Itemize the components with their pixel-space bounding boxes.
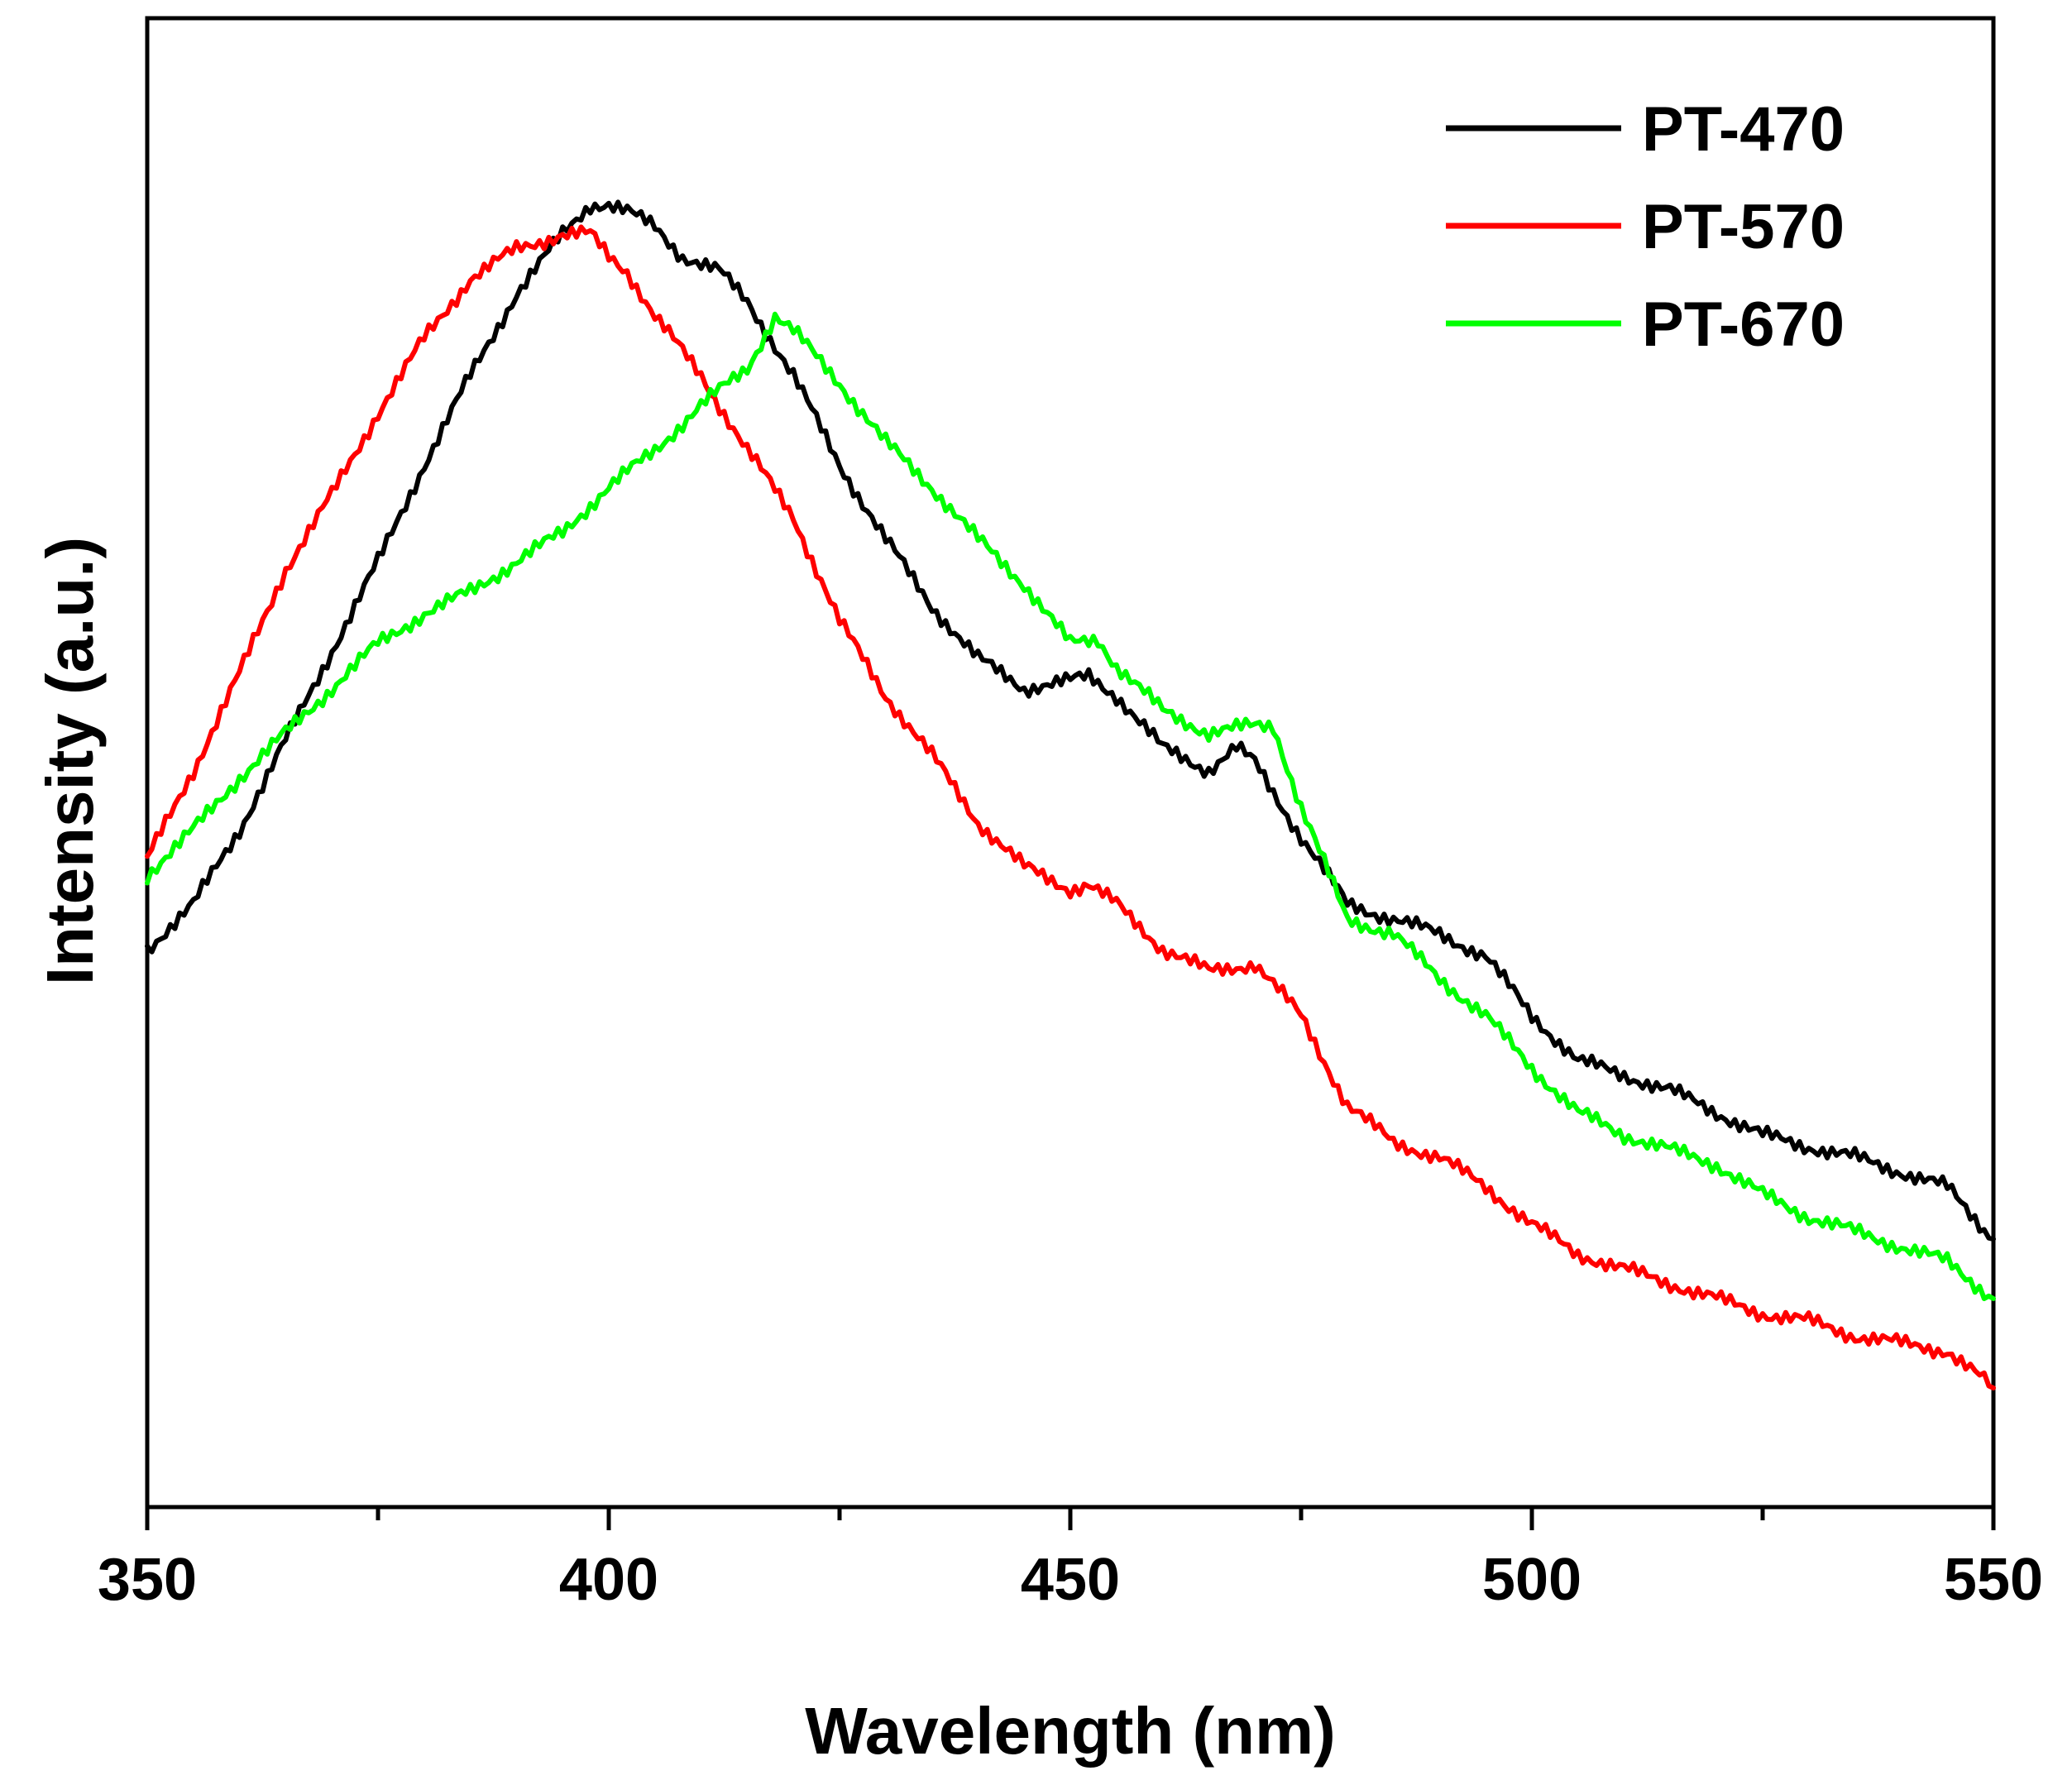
x-tick-label: 350 (98, 1547, 197, 1613)
x-tick-label: 400 (559, 1547, 658, 1613)
series-line-pt-570 (145, 224, 1996, 1390)
series-layer (145, 199, 1996, 1390)
x-axis-ticks: 350 400 450 500 550 (98, 1507, 2043, 1613)
x-tick-label: 500 (1482, 1547, 1582, 1613)
legend-label-pt-570: PT-570 (1642, 192, 1845, 262)
x-axis-title: Wavelength (nm) (805, 1694, 1335, 1768)
series-line-pt-670 (145, 311, 1996, 1301)
y-axis-title: Intensity (a.u.) (33, 537, 107, 985)
legend: PT-470 PT-570 PT-670 (1446, 94, 1845, 360)
legend-label-pt-470: PT-470 (1642, 94, 1845, 165)
legend-label-pt-670: PT-670 (1642, 290, 1845, 360)
series-line-pt-470 (145, 199, 1996, 1242)
x-tick-label: 450 (1021, 1547, 1120, 1613)
x-tick-label: 550 (1944, 1547, 2043, 1613)
